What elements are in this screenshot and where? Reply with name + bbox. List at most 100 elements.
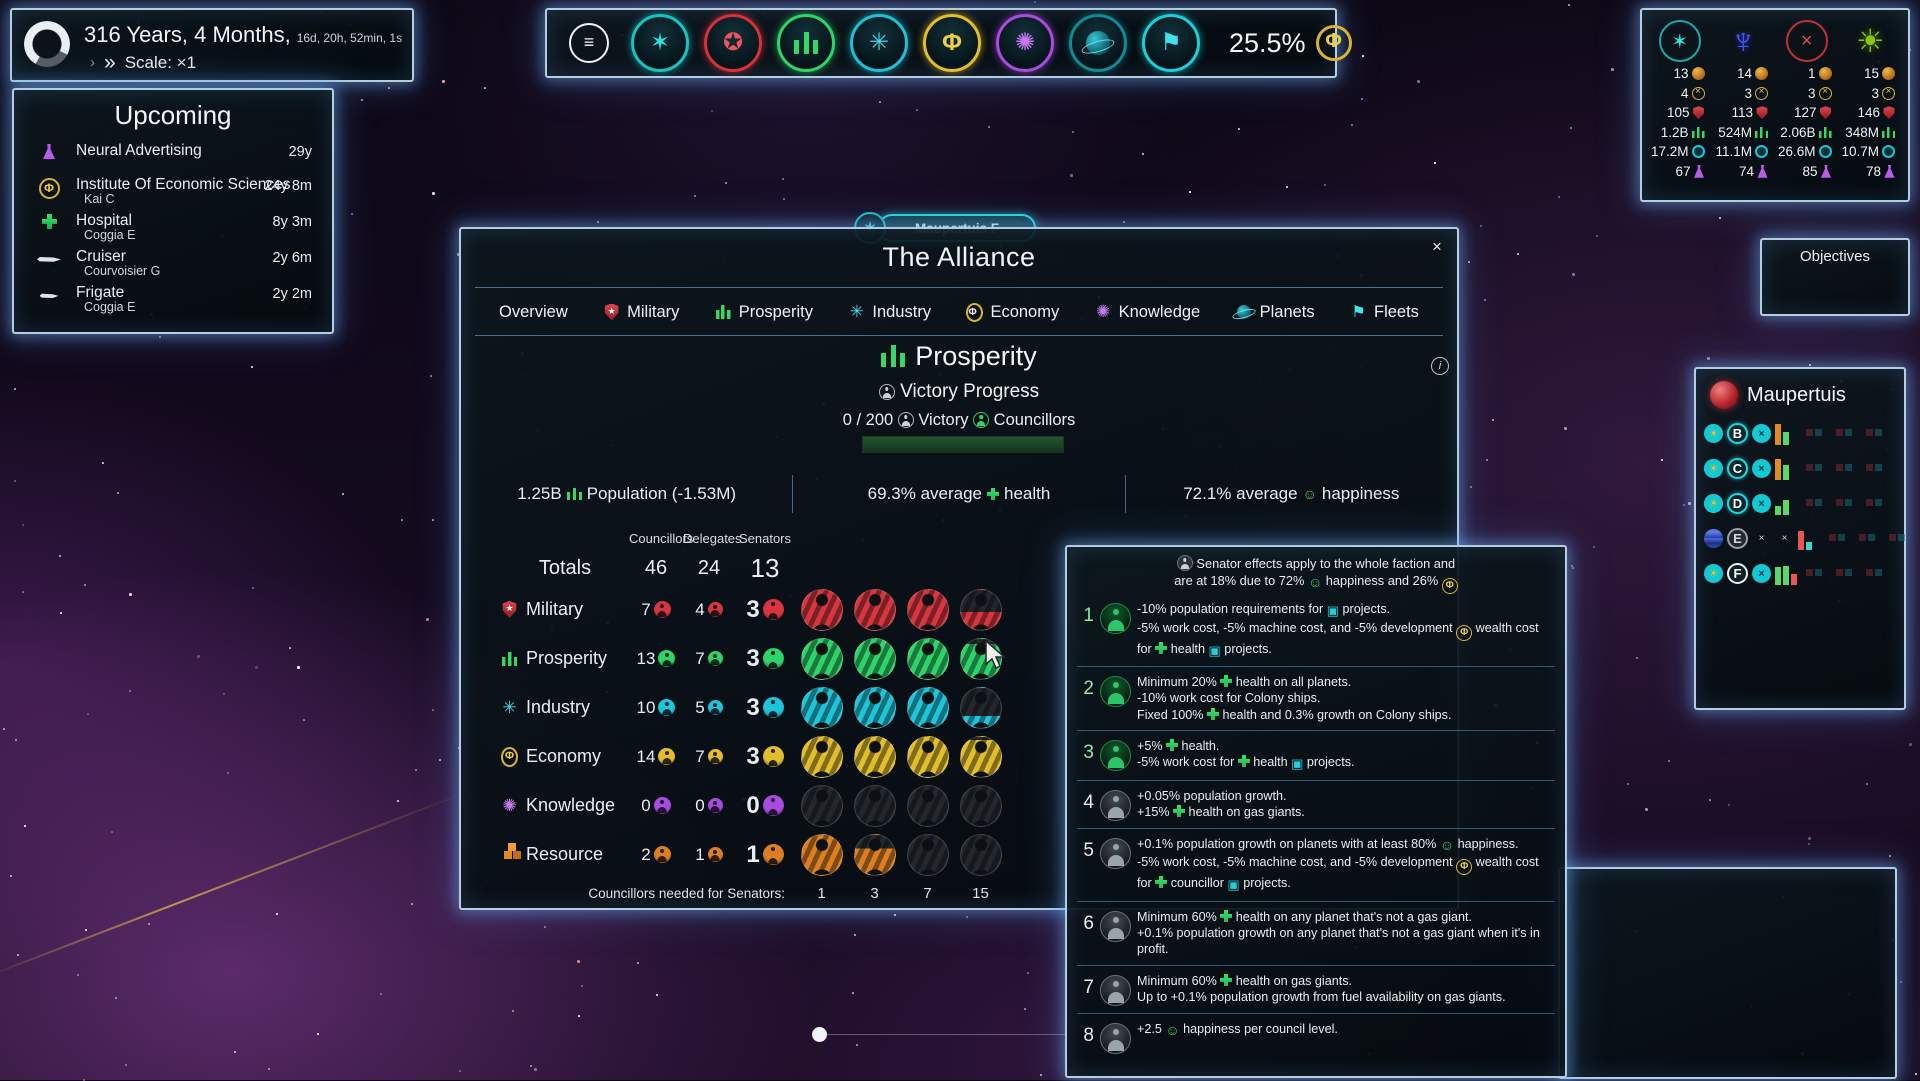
happiness-icon [1440,838,1454,854]
population-stat: 1.25B Population (-1.53M) [461,475,792,513]
sun-icon[interactable]: ☀ [1704,459,1723,478]
table-row-resource: Resource 2 1 1 [501,830,1007,879]
prosperity-badge[interactable] [777,14,835,72]
senator-slot[interactable] [801,589,843,631]
table-row-knowledge: ✺Knowledge 0 0 0 [501,781,1007,830]
tab-prosperity[interactable]: Prosperity [715,303,813,322]
development-strip [1831,569,1857,578]
tab-fleets[interactable]: ⚑Fleets [1350,303,1419,322]
senator-slot[interactable] [854,589,896,631]
tab-military[interactable]: ★Military [603,303,679,322]
moon-icon[interactable]: × [1752,564,1771,583]
alliance-emblem[interactable]: ✶ [1659,20,1701,62]
planet-row[interactable]: D ☀ × [1704,489,1896,518]
moon-icon[interactable]: × [1752,459,1771,478]
senator-slot[interactable] [907,736,949,778]
health-icon [1220,675,1232,687]
info-icon[interactable]: i [1431,357,1449,375]
planet-row[interactable]: C ☀ × [1704,454,1896,483]
senator-effect: 3 +5% health.-5% work cost for health pr… [1077,730,1555,780]
senator-slot[interactable] [854,687,896,729]
menu-icon[interactable]: ≡ [569,23,609,63]
industry-icon [1692,145,1705,158]
planet-letter[interactable]: D [1727,493,1748,514]
upcoming-item[interactable]: Cruiser Courvoisier G 2y 6m [28,248,318,282]
health-icon [1173,805,1185,817]
planet-row[interactable]: E × × [1704,524,1896,553]
planet-letter[interactable]: E [1727,528,1748,549]
planet-row[interactable]: B ☀ × [1704,419,1896,448]
senator-slot[interactable] [854,736,896,778]
senator-slot[interactable] [960,834,1002,876]
upcoming-item[interactable]: Φ Institute Of Economic Sciences Kai C 2… [28,176,318,210]
development-strip [1861,499,1887,508]
planets-badge[interactable] [1069,14,1127,72]
planet-row[interactable]: F ☀ × [1704,559,1896,588]
table-row-totals: Totals 46 24 13 [501,551,1007,585]
senator-icon [763,844,784,865]
military-icon [1883,106,1895,119]
tab-knowledge[interactable]: ✺Knowledge [1095,303,1201,322]
senator-slot[interactable] [960,785,1002,827]
tab-overview[interactable]: Overview [499,303,568,322]
happiness-icon [1303,484,1317,504]
military-icon [1693,106,1705,119]
senator-slot[interactable] [801,687,843,729]
senator-slot[interactable] [801,638,843,680]
sun-icon[interactable]: ☀ [1704,564,1723,583]
senator-slot[interactable] [907,834,949,876]
fast-forward-icon[interactable]: » [104,52,116,73]
tab-industry[interactable]: ✳Industry [848,303,931,322]
senator-slot[interactable] [854,638,896,680]
tab-planets[interactable]: Planets [1236,303,1315,322]
research-icon [36,144,62,164]
moon-icon[interactable]: × [1752,494,1771,513]
wealth-icon [1442,578,1458,594]
play-icon[interactable]: › [90,54,95,71]
senator-slot[interactable] [907,687,949,729]
planet-letter[interactable]: B [1727,423,1748,444]
senator-slot[interactable] [907,589,949,631]
divider [475,335,1443,336]
senator-slot[interactable] [907,638,949,680]
senator-slot[interactable] [801,736,843,778]
sun-icon[interactable]: ☀ [1704,424,1723,443]
ships-icon [1882,87,1895,100]
delegate-icon [708,847,723,862]
senator-slot[interactable] [854,834,896,876]
moon-icon[interactable]: × [1752,424,1771,443]
senator-slot[interactable] [960,687,1002,729]
economy-icon: Φ [501,748,518,765]
senator-slot[interactable] [960,736,1002,778]
alliance-badge[interactable]: ✶ [631,14,689,72]
sun-icon[interactable]: ☀ [1704,494,1723,513]
upcoming-item[interactable]: Hospital Coggia E 8y 3m [28,212,318,246]
green-faction-emblem[interactable]: ☀ [1856,22,1885,60]
senator-slot[interactable] [801,834,843,876]
timeline-slider[interactable] [812,1027,827,1042]
red-faction-emblem[interactable]: × [1786,20,1828,62]
senator-slot[interactable] [801,785,843,827]
upcoming-item[interactable]: Frigate Coggia E 2y 2m [28,284,318,318]
upcoming-item[interactable]: Neural Advertising 29y [28,142,318,176]
senator-icon [763,648,784,669]
councillor-icon [654,797,671,814]
fleets-badge[interactable]: ⚑ [1142,14,1200,72]
blue-faction-emblem[interactable]: ♆ [1730,20,1757,62]
industry-badge[interactable]: ✳ [850,14,908,72]
planets-count-icon [1882,67,1895,80]
planet-letter[interactable]: C [1727,458,1748,479]
timeline-track[interactable] [827,1034,1065,1035]
objectives-panel[interactable]: Objectives [1760,238,1910,316]
knowledge-badge[interactable]: ✺ [996,14,1054,72]
senator-slot[interactable] [960,589,1002,631]
delegate-icon [708,700,723,715]
military-badge[interactable]: ✪ [704,14,762,72]
planet-letter[interactable]: F [1727,563,1748,584]
economy-badge[interactable]: Φ [923,14,981,72]
close-icon[interactable]: × [1427,237,1447,257]
senator-slot[interactable] [907,785,949,827]
senator-slot[interactable] [854,785,896,827]
development-strip [1831,429,1857,438]
